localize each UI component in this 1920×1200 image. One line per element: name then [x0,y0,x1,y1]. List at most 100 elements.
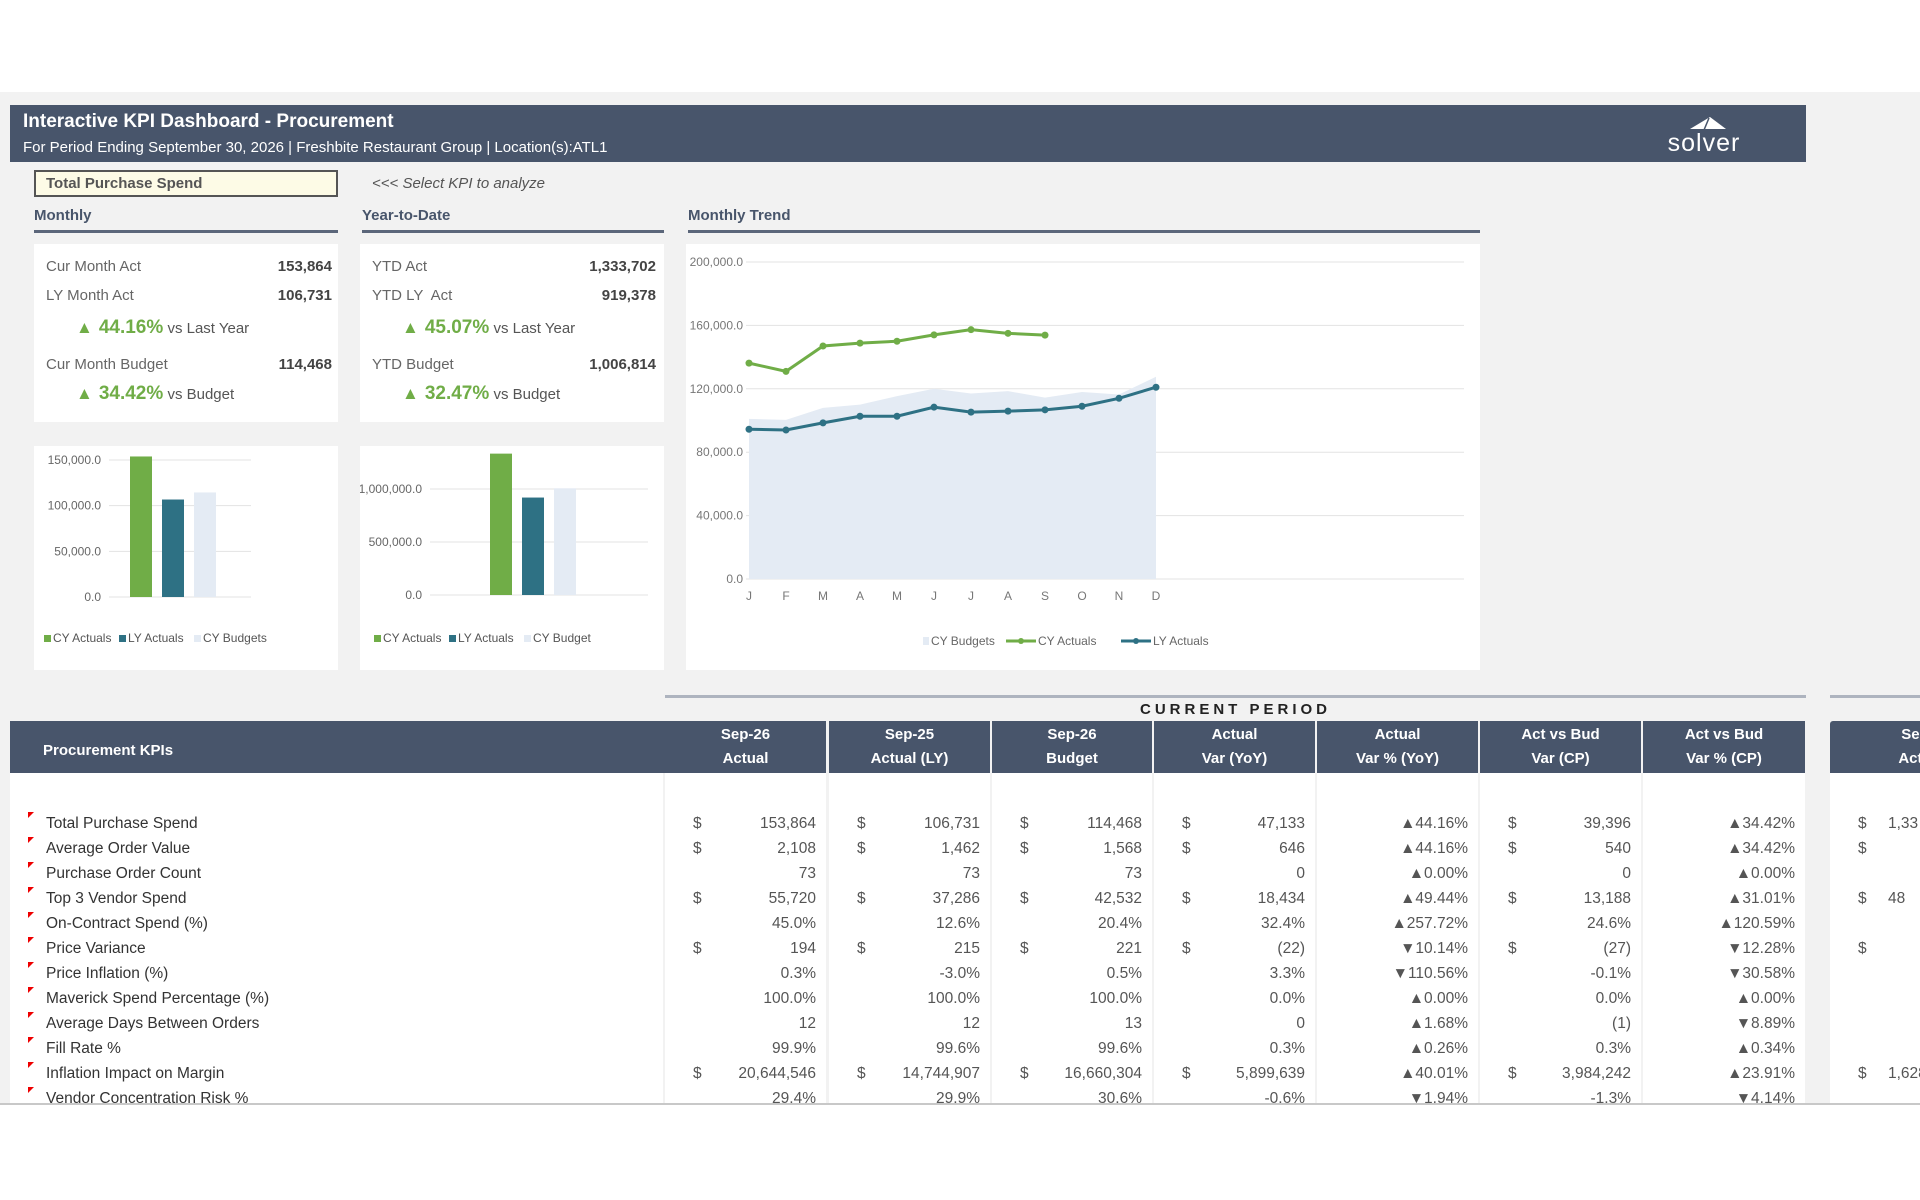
variance-percent: ▼4.14% [1735,1090,1795,1107]
table-cell: 0.0% [1154,990,1315,1012]
cell-value: 5,899,639 [1236,1065,1305,1082]
table-cell [1830,1040,1920,1062]
column-header: Actual Var % (YoY) [1317,721,1478,773]
kpi-select-dropdown[interactable]: Total Purchase Spend [34,170,338,197]
table-cell: 73 [665,865,826,887]
cur-budget-value: 114,468 [278,356,332,373]
table-cell: -0.6% [1154,1090,1315,1112]
table-cell: $2,108 [665,840,826,862]
table-row[interactable]: Fill Rate % 99.9% 99.6% 99.6% 0.3% ▲0.26% 0.3%… [0,1037,1920,1062]
table-cell: ▲120.59% [1643,915,1805,937]
x-tick-label: O [1077,589,1086,603]
cell-value: 3.3% [1269,965,1305,982]
cell-value: 37,286 [932,890,980,907]
table-row[interactable]: Inflation Impact on Margin $20,644,546 $14… [0,1062,1920,1087]
table-cell: $13,188 [1480,890,1641,912]
cell-value: 2,108 [777,840,816,857]
data-point [745,425,753,433]
table-cell: $194 [665,940,826,962]
cell-value: 12 [962,1015,980,1032]
table-cell: $1,568 [992,840,1152,862]
cell-value: 42,532 [1094,890,1142,907]
comment-indicator-icon [28,912,34,918]
table-row[interactable]: Price Inflation (%) 0.3% -3.0% 0.5% 3.3% ▼110… [0,962,1920,987]
table-cell: $106,731 [829,815,990,837]
variance-percent: ▲44.16% [1400,840,1468,857]
ytd-act-value: 1,333,702 [589,258,656,275]
table-bottom-border [0,1103,1920,1105]
table-cell: 12 [829,1015,990,1037]
legend-label: CY Actuals [1038,634,1096,648]
currency-symbol: $ [693,890,702,907]
table-row[interactable]: Vendor Concentration Risk % 29.4% 29.9% 30.… [0,1087,1920,1112]
variance-percent: ▲44.16% [1400,815,1468,832]
table-cell: 20.4% [992,915,1152,937]
table-cell: $221 [992,940,1152,962]
table-row[interactable]: Maverick Spend Percentage (%) 100.0% 100.0… [0,987,1920,1012]
table-cell: $114,468 [992,815,1152,837]
column-background [992,773,1152,1103]
table-row[interactable]: Top 3 Vendor Spend $55,720 $37,286 $42,532 $… [0,887,1920,912]
cell-value: 14,744,907 [902,1065,980,1082]
cell-value: 18,434 [1257,890,1305,907]
cur-month-value: 153,864 [277,258,332,275]
up-triangle-icon: ▲ [1408,1015,1425,1032]
x-tick-label: M [818,589,828,603]
table-cell: 99.6% [992,1040,1152,1062]
up-triangle-icon: ▲ [1408,990,1425,1007]
data-point [1078,402,1086,410]
data-point [893,337,901,345]
kpi-name: On-Contract Spend (%) [46,915,208,932]
table-cell: $37,286 [829,890,990,912]
cell-value: 55,720 [768,890,816,907]
table-cell: 45.0% [665,915,826,937]
table-cell [1830,1015,1920,1037]
ytd-budget-label: YTD Budget [372,356,454,373]
bar-cy-actuals [490,453,512,595]
cell-value: 0.5% [1106,965,1142,982]
table-cell: ▲34.42% [1643,840,1805,862]
page-title: Interactive KPI Dashboard - Procurement [23,111,394,132]
variance-percent: ▲257.72% [1391,915,1468,932]
comment-indicator-icon [28,812,34,818]
x-tick-label: J [968,589,974,603]
ytd-kpi-card: YTD Act 1,333,702 YTD LY Act 919,378 ▲ 45… [360,244,664,422]
table-row[interactable]: Total Purchase Spend $153,864 $106,731 $114… [0,812,1920,837]
y-tick-label: 50,000.0 [54,544,101,558]
kpi-name: Vendor Concentration Risk % [46,1090,249,1107]
currency-symbol: $ [1508,815,1517,832]
cell-value: 29.9% [936,1090,980,1107]
cell-value: 100.0% [763,990,816,1007]
up-triangle-icon: ▲ [402,384,419,403]
cell-value: 0 [1296,865,1305,882]
column-header: Actual Var (YoY) [1154,721,1315,773]
legend-swatch [374,635,381,642]
column-background [1154,773,1315,1103]
data-point [1004,407,1012,415]
cell-value: 0 [1296,1015,1305,1032]
variance-percent: ▲0.00% [1735,990,1795,1007]
currency-symbol: $ [1858,940,1867,957]
table-row[interactable]: Price Variance $194 $215 $221 $ (22) ▼10.14% $(… [0,937,1920,962]
currency-symbol: $ [1182,890,1191,907]
cell-value: 45.0% [772,915,816,932]
kpi-name: Maverick Spend Percentage (%) [46,990,270,1007]
cell-value: 99.6% [1098,1040,1142,1057]
table-row[interactable]: Purchase Order Count 73 73 73 0 ▲0.00% 0 ▲0.00% [0,862,1920,887]
currency-symbol: $ [1182,815,1191,832]
table-row[interactable]: Average Days Between Orders 12 12 13 0 ▲1.68%… [0,1012,1920,1037]
table-cell: 100.0% [665,990,826,1012]
currency-symbol: $ [857,1065,866,1082]
currency-symbol: $ [693,1065,702,1082]
up-triangle-icon: ▲ [402,318,419,337]
table-cell: $55,720 [665,890,826,912]
column-header: Act vs Bud Var (CP) [1480,721,1641,773]
table-row[interactable]: Average Order Value $2,108 $1,462 $1,568 $64… [0,837,1920,862]
y-tick-label: 0.0 [84,590,101,604]
column-background [1643,773,1805,1103]
cy-actuals-line [748,328,1046,373]
table-row[interactable]: On-Contract Spend (%) 45.0% 12.6% 20.4% 32.4… [0,912,1920,937]
currency-symbol: $ [693,940,702,957]
cell-value: 30.6% [1098,1090,1142,1107]
down-triangle-icon: ▼ [1400,940,1416,957]
